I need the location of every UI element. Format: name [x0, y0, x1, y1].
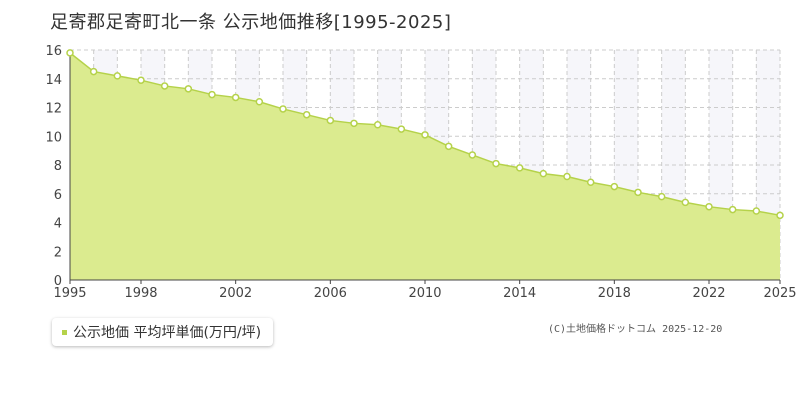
data-point — [776, 211, 784, 220]
x-tick-label: 2022 — [692, 286, 725, 301]
x-tick-label: 2002 — [219, 286, 252, 301]
data-point — [728, 205, 737, 214]
data-point — [66, 49, 74, 57]
data-point — [492, 159, 500, 168]
data-point — [373, 121, 382, 129]
data-point — [681, 198, 690, 207]
x-tick-label: 1998 — [124, 286, 157, 301]
legend-marker — [62, 329, 67, 335]
y-tick-label: 12 — [45, 102, 62, 117]
data-point — [231, 93, 240, 102]
data-point — [634, 188, 642, 197]
data-point — [397, 125, 406, 133]
x-tick-label: 2010 — [408, 286, 441, 301]
legend-label: 公示地価 平均坪単価(万円/坪) — [73, 325, 262, 341]
data-point — [113, 72, 122, 80]
data-point — [137, 76, 145, 84]
x-axis-tick-labels: 1995 1998 2002 2006 2010 2014 2018 2022 2025 — [53, 286, 796, 301]
data-point — [705, 202, 713, 211]
x-tick-label: 1995 — [53, 286, 86, 301]
data-points — [66, 49, 784, 220]
data-point — [539, 169, 548, 178]
data-point — [752, 207, 761, 215]
data-point — [89, 67, 98, 76]
y-tick-label: 0 — [54, 274, 62, 289]
data-point — [421, 131, 429, 139]
legend: 公示地価 平均坪単価(万円/坪) — [52, 318, 274, 346]
data-point — [515, 164, 524, 172]
series-area — [70, 52, 780, 280]
y-tick-label: 14 — [45, 73, 62, 88]
data-point — [468, 151, 477, 159]
data-point — [657, 192, 666, 201]
axes — [69, 50, 781, 284]
data-point — [279, 105, 287, 113]
data-point — [563, 172, 571, 181]
data-point — [350, 119, 358, 128]
y-tick-label: 6 — [54, 188, 62, 203]
data-point — [208, 90, 216, 99]
copyright-text: (C)土地価格ドットコム 2025-12-20 — [548, 324, 723, 335]
x-tick-label: 2006 — [314, 286, 347, 301]
data-point — [302, 110, 311, 119]
data-point — [444, 142, 453, 151]
x-tick-label: 2025 — [763, 286, 796, 301]
data-point — [160, 82, 169, 90]
y-tick-label: 2 — [54, 245, 62, 260]
y-tick-label: 4 — [54, 217, 62, 232]
data-point — [326, 116, 335, 125]
x-tick-label: 2014 — [503, 286, 536, 301]
x-tick-label: 2018 — [598, 286, 631, 301]
data-point — [610, 182, 619, 191]
y-axis-tick-labels: 0 2 4 6 8 10 12 14 16 — [45, 44, 62, 289]
chart-title: 足寄郡足寄町北一条 公示地価推移[1995-2025] — [50, 12, 452, 33]
y-tick-label: 16 — [45, 44, 62, 59]
data-point — [586, 178, 595, 186]
y-tick-label: 8 — [54, 159, 62, 174]
data-point — [184, 85, 193, 93]
y-tick-label: 10 — [45, 130, 62, 145]
data-point — [255, 98, 264, 106]
